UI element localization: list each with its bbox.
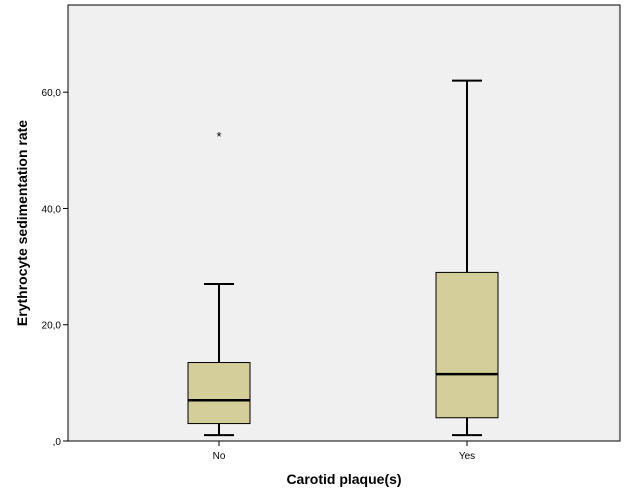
iqr-box xyxy=(187,362,251,425)
y-axis-title: Erythrocyte sedimentation rate xyxy=(14,120,30,326)
y-tick-label: 40,0 xyxy=(42,204,62,215)
box-no: * xyxy=(187,129,251,437)
outlier-marker: * xyxy=(216,129,221,144)
box-yes xyxy=(435,79,499,437)
boxes: * xyxy=(187,79,499,437)
iqr-box xyxy=(435,271,499,419)
y-tick-label: ,0 xyxy=(53,437,62,448)
x-axis: No Yes xyxy=(213,441,475,462)
y-tick-label: 20,0 xyxy=(42,321,62,332)
x-axis-title: Carotid plaque(s) xyxy=(286,471,401,487)
x-tick-label-yes: Yes xyxy=(459,451,475,462)
y-axis: ,0 20,0 40,0 60,0 xyxy=(42,88,68,448)
plot-area xyxy=(67,4,621,442)
y-tick-label: 60,0 xyxy=(42,88,62,99)
x-tick-label-no: No xyxy=(213,451,226,462)
